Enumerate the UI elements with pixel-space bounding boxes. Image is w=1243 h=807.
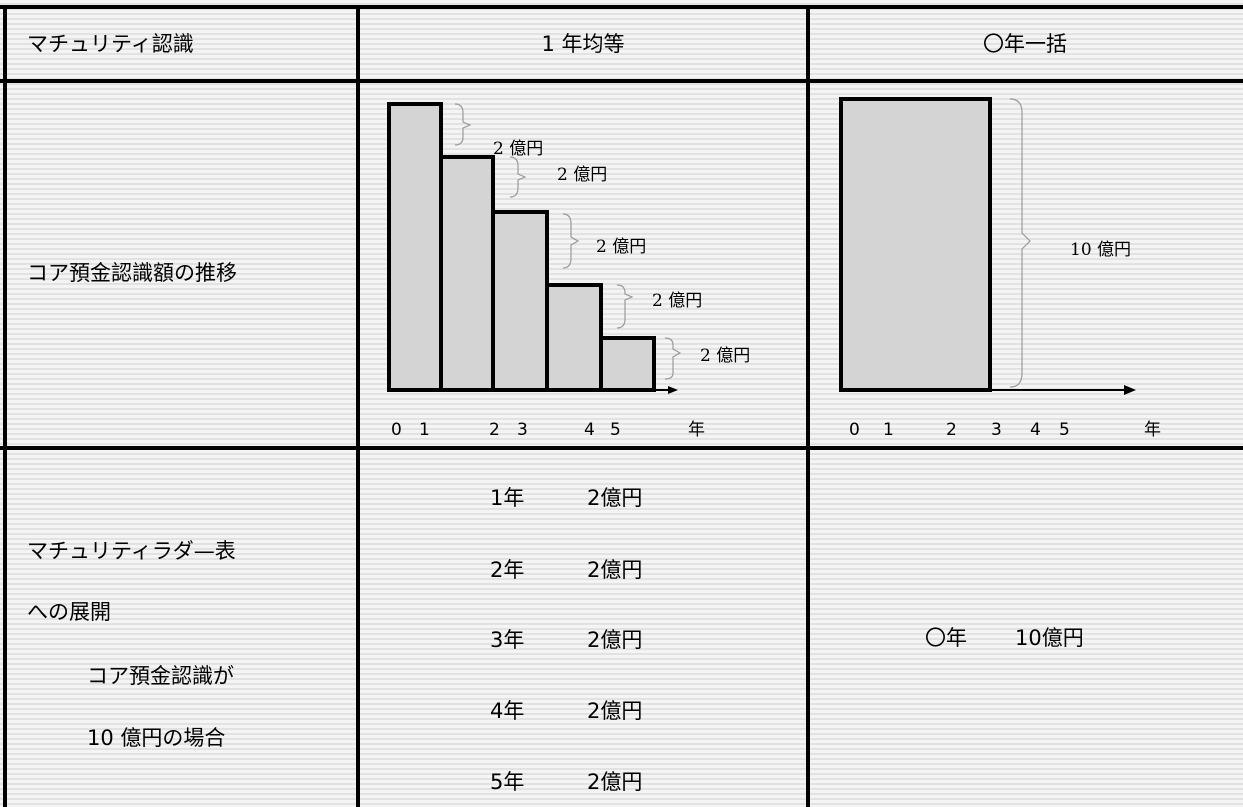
bar-year-5: [599, 336, 656, 392]
x-tick-label: 0: [391, 420, 402, 440]
ladder-year-4: 4年: [490, 699, 525, 723]
x-tick-label: 4: [584, 420, 595, 440]
x-tick-label: 1: [883, 420, 894, 440]
bar-label-3: 2 億円: [596, 237, 646, 257]
header-maturity-recognition: マチュリティ認識: [27, 32, 194, 56]
brace-icon: [1009, 98, 1031, 388]
lump-sum-chart: 10 億円 0 1 2 3 4 5 年: [839, 97, 1161, 440]
x-axis-unit: 年: [1144, 420, 1161, 440]
ladder-year-5: 5年: [490, 770, 525, 794]
lump-sum-bar: [839, 97, 992, 392]
bar-year-4: [545, 283, 603, 392]
brace-icon: [509, 156, 527, 198]
row-label-ladder-line-1: マチュリティラダ—表: [27, 539, 236, 563]
brace-icon: [616, 284, 634, 329]
brace-icon: [454, 103, 472, 146]
ladder-year-1: 1年: [490, 486, 525, 510]
ladder-amount-2: 2億円: [587, 558, 643, 582]
ladder-lump-year: 〇年: [925, 626, 967, 650]
bar-year-2: [439, 155, 495, 392]
x-tick-label: 4: [1030, 420, 1041, 440]
bar-year-3: [491, 210, 549, 392]
lump-sum-amount-label: 10 億円: [1070, 240, 1131, 260]
x-tick-label: 1: [419, 420, 430, 440]
arrow-head-icon: [1124, 385, 1136, 395]
bar-label-5: 2 億円: [700, 346, 750, 366]
ladder-amount-4: 2億円: [587, 699, 643, 723]
ladder-amount-5: 2億円: [587, 770, 643, 794]
bar-label-2: 2 億円: [557, 165, 607, 185]
ladder-amount-1: 2億円: [587, 486, 643, 510]
row-label-ladder-line-3: コア預金認識が: [87, 664, 234, 688]
x-tick-label: 2: [489, 420, 500, 440]
header-equal-yearly: 1 年均等: [541, 32, 625, 56]
x-tick-label: 0: [849, 420, 860, 440]
x-tick-label: 3: [991, 420, 1002, 440]
row-label-ladder-line-4: 10 億円の場合: [87, 726, 226, 750]
row-label-ladder-line-2: への展開: [27, 600, 111, 624]
x-tick-label: 2: [946, 420, 957, 440]
ladder-year-2: 2年: [490, 558, 525, 582]
x-tick-label: 5: [610, 420, 621, 440]
x-axis-unit: 年: [688, 420, 705, 440]
brace-icon: [664, 337, 682, 380]
bar-year-1: [387, 102, 443, 392]
bar-label-1: 2 億円: [493, 139, 543, 159]
x-tick-label: 3: [517, 420, 528, 440]
header-lump-sum: 〇年一括: [983, 32, 1067, 56]
x-tick-label: 5: [1059, 420, 1070, 440]
ladder-year-3: 3年: [490, 628, 525, 652]
row-label-core-deposit-transition: コア預金認識額の推移: [27, 261, 237, 285]
equal-staircase-chart: 2 億円 2 億円 2 億円 2 億円 2 億円 0 1 2 3 4 5 年: [387, 102, 750, 440]
brace-icon: [562, 213, 580, 269]
bar-label-4: 2 億円: [652, 291, 702, 311]
ladder-lump-amount: 10億円: [1015, 626, 1084, 650]
arrow-head-icon: [668, 386, 678, 394]
ladder-amount-3: 2億円: [587, 628, 643, 652]
